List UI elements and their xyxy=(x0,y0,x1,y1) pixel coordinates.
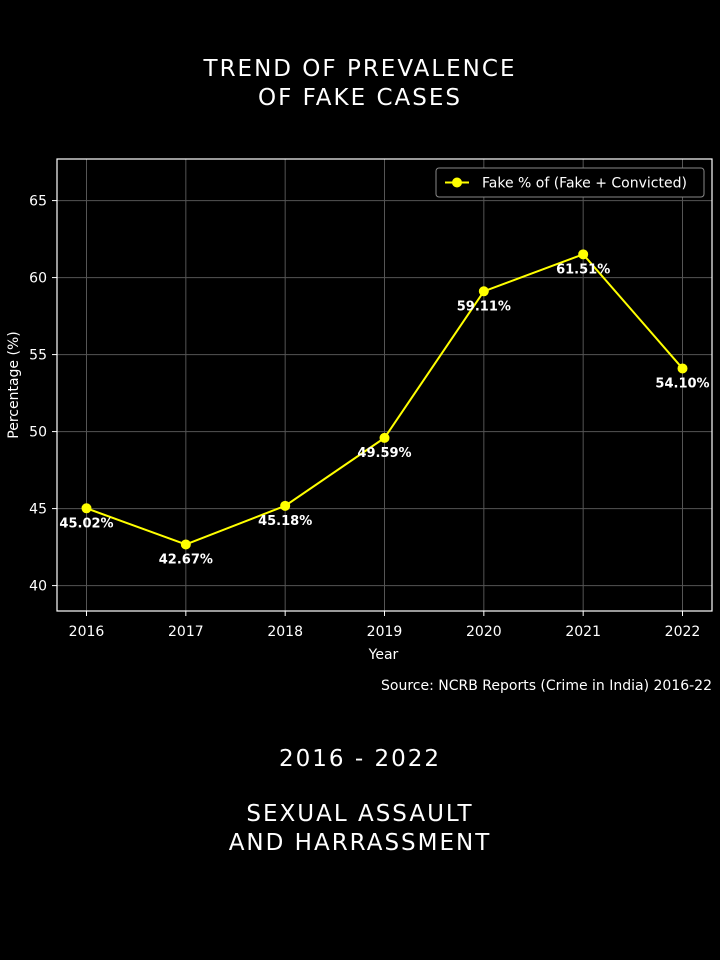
x-tick-label: 2018 xyxy=(267,624,303,640)
page-title: TREND OF PREVALENCE OF FAKE CASES xyxy=(0,55,720,113)
data-label: 42.67% xyxy=(159,552,213,567)
y-tick-label: 55 xyxy=(29,348,47,364)
legend-swatch-marker xyxy=(452,177,462,188)
data-point xyxy=(578,249,589,260)
period-label: 2016 - 2022 xyxy=(279,746,441,772)
y-tick-label: 45 xyxy=(29,502,47,518)
subject-label: SEXUAL ASSAULT AND HARRASSMENT xyxy=(0,800,720,858)
data-label: 49.59% xyxy=(357,446,411,461)
data-point xyxy=(280,500,291,511)
data-label: 45.02% xyxy=(59,516,113,531)
legend-box xyxy=(435,167,705,198)
x-tick-label: 2021 xyxy=(565,624,601,640)
line-chart: 2016 2017 2018 2019 2020 2021 2022 40 45 50 55 60 65… xyxy=(6,158,713,694)
grid xyxy=(57,159,712,611)
data-point xyxy=(379,432,390,443)
data-point xyxy=(180,539,191,550)
legend-label: Fake % of (Fake + Convicted) xyxy=(482,176,687,192)
x-tick-label: 2017 xyxy=(168,624,204,640)
y-tick-label: 40 xyxy=(29,579,47,595)
source-note: Source: NCRB Reports (Crime in India) 20… xyxy=(381,678,712,694)
page-title-line-2: OF FAKE CASES xyxy=(258,85,462,111)
x-tick-label: 2022 xyxy=(665,624,701,640)
x-tick-label: 2016 xyxy=(69,624,105,640)
axes: 2016 2017 2018 2019 2020 2021 2022 40 45 50 55 60 65… xyxy=(6,158,713,694)
subject-line-2: AND HARRASSMENT xyxy=(228,830,492,856)
data-labels: 45.02% 42.67% 45.18% 49.59% 59.11% 61.51% 54.1… xyxy=(59,262,709,567)
data-label: 61.51% xyxy=(556,262,610,277)
data-point xyxy=(677,363,688,374)
data-label: 59.11% xyxy=(457,299,511,314)
data-point xyxy=(478,286,489,297)
y-tick-label: 65 xyxy=(29,194,47,210)
x-axis-label: Year xyxy=(368,647,399,663)
page-title-line-1: TREND OF PREVALENCE xyxy=(203,56,517,82)
legend: Fake % of (Fake + Convicted) xyxy=(435,167,705,198)
data-point xyxy=(81,503,92,514)
y-axis-label: Percentage (%) xyxy=(6,331,22,438)
x-tick-label: 2019 xyxy=(367,624,403,640)
y-tick-label: 50 xyxy=(29,425,47,441)
x-tick-label: 2020 xyxy=(466,624,502,640)
series xyxy=(81,249,688,550)
data-label: 54.10% xyxy=(655,376,709,391)
data-label: 45.18% xyxy=(258,514,312,529)
y-tick-label: 60 xyxy=(29,271,47,287)
subject-line-1: SEXUAL ASSAULT xyxy=(246,801,474,827)
